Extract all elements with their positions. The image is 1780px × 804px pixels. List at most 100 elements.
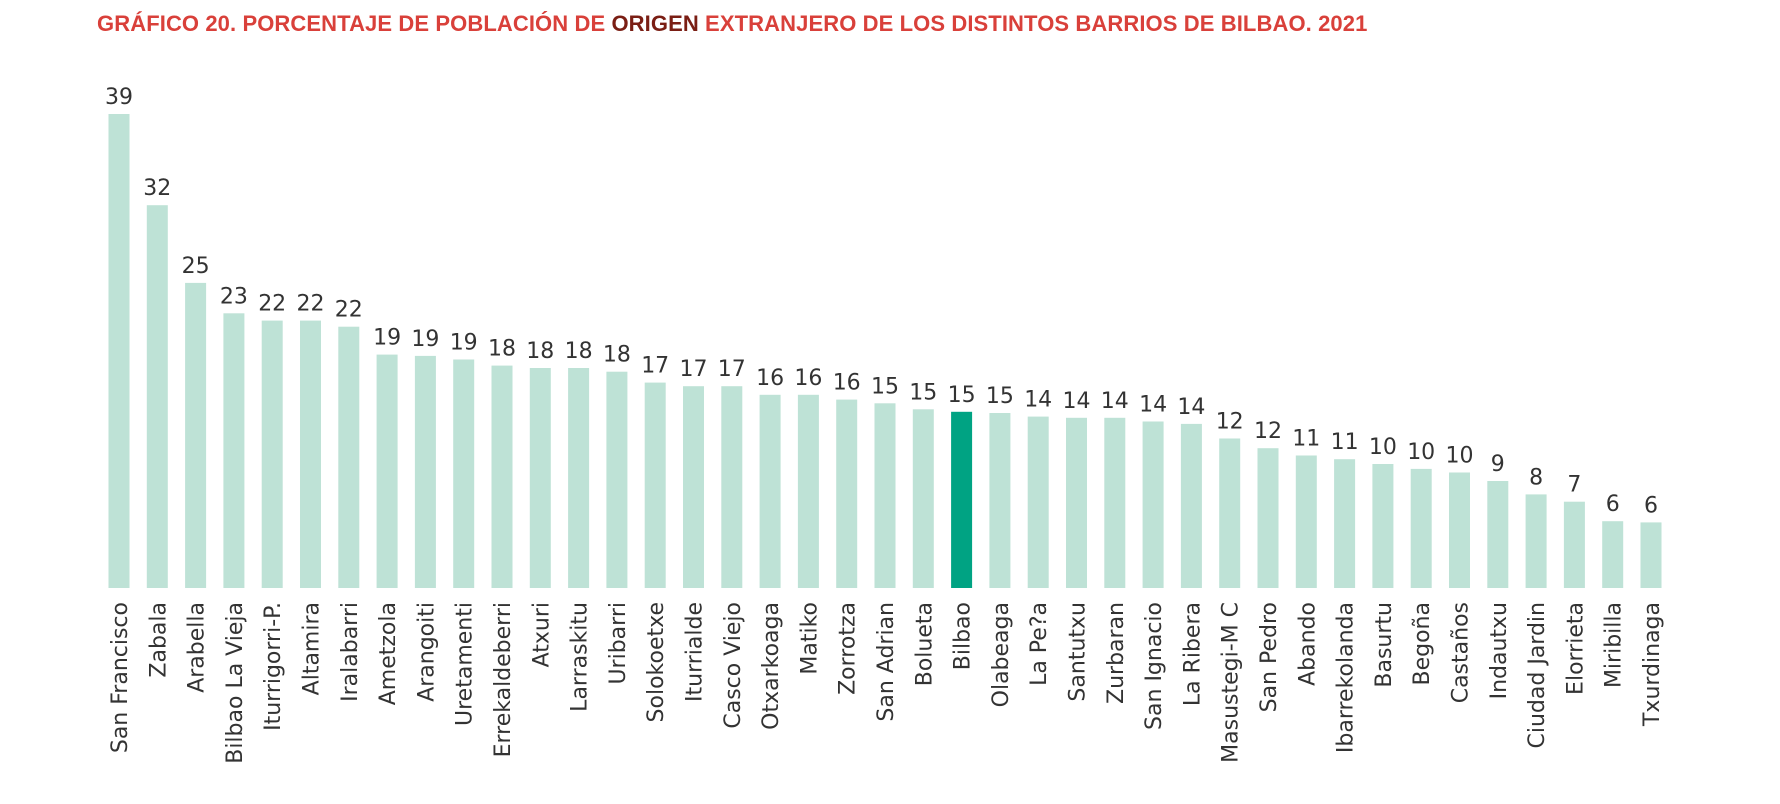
category-label-31: Abando [1295,602,1320,686]
value-label-29: 12 [1216,410,1244,435]
category-label-28: La Ribera [1180,602,1205,706]
value-label-34: 10 [1407,440,1435,465]
value-label-33: 10 [1369,435,1397,460]
category-label-2: Arabella [185,602,210,693]
bar-9 [453,359,475,588]
category-label-30: San Pedro [1257,602,1282,712]
chart-title-part3: EXTRANJERO DE LOS DISTINTOS BARRIOS DE B… [698,11,1368,36]
category-label-25: Santutxu [1066,602,1091,702]
value-label-1: 32 [143,176,171,201]
value-label-6: 22 [335,298,363,323]
value-label-11: 18 [526,339,554,364]
bar-23 [989,413,1011,588]
value-label-20: 15 [871,374,899,399]
bar-10 [491,365,513,588]
category-label-40: Txurdinaga [1640,602,1665,727]
value-label-25: 14 [1063,389,1091,414]
bar-24 [1027,416,1049,588]
bar-13 [606,371,628,588]
bar-7 [376,354,398,588]
value-label-3: 23 [220,284,248,309]
value-label-13: 18 [603,343,631,368]
category-label-13: Uribarri [606,602,631,685]
bar-34 [1410,468,1432,588]
category-label-23: Olabeaga [989,602,1014,707]
category-label-22: Bilbao [951,602,976,670]
value-label-0: 39 [105,85,133,110]
chart-title-accent: ORIGEN [611,11,699,36]
value-label-30: 12 [1254,419,1282,444]
bar-16 [721,386,743,588]
bar-1 [146,205,168,588]
bar-4 [261,320,283,588]
bar-17 [759,394,781,588]
bar-36 [1487,481,1509,588]
bar-30 [1257,448,1279,588]
bar-22 [951,411,973,588]
category-label-9: Uretamenti [453,602,478,726]
chart-title-part1: GRÁFICO 20. PORCENTAJE DE POBLACIÓN DE [97,11,612,36]
chart-title: GRÁFICO 20. PORCENTAJE DE POBLACIÓN DE O… [97,11,1367,37]
bar-0 [108,114,130,588]
category-label-3: Bilbao La Vieja [223,602,248,764]
category-label-39: Miribilla [1602,602,1627,688]
value-label-26: 14 [1101,389,1129,414]
bar-37 [1525,494,1547,588]
value-label-36: 9 [1491,452,1505,477]
category-label-35: Castaños [1449,602,1474,703]
category-label-12: Larraskitu [568,602,593,712]
category-label-27: San Ignacio [1142,602,1167,730]
category-label-7: Ametzola [376,602,401,705]
category-label-20: San Adrian [874,602,899,722]
bar-21 [912,409,934,588]
category-label-36: Indautxu [1487,602,1512,699]
category-label-21: Bolueta [912,602,937,686]
value-label-2: 25 [182,254,210,279]
value-label-27: 14 [1139,393,1167,418]
category-label-14: Solokoetxe [644,602,669,722]
bar-25 [1066,417,1087,588]
bar-39 [1602,521,1624,588]
category-label-32: Ibarrekolanda [1334,602,1359,753]
bar-31 [1295,455,1317,588]
value-label-18: 16 [794,366,822,391]
category-label-5: Altamira [300,602,325,695]
category-label-18: Matiko [797,602,822,675]
bar-2 [185,282,207,588]
category-label-24: La Pe?a [1027,602,1052,686]
bar-6 [338,326,360,588]
bar-29 [1219,438,1241,588]
value-label-21: 15 [909,380,937,405]
value-label-28: 14 [1177,395,1205,420]
bar-8 [414,355,436,588]
bar-38 [1563,501,1585,588]
value-label-24: 14 [1024,388,1052,413]
value-label-40: 6 [1644,493,1658,518]
category-label-4: Iturrigorri-P. [261,602,286,731]
category-label-17: Otxarkoaga [759,602,784,730]
category-label-0: San Francisco [108,602,133,753]
value-label-37: 8 [1529,465,1543,490]
category-label-26: Zurbaran [1104,602,1129,704]
value-label-5: 22 [297,292,325,317]
bar-15 [683,386,704,588]
value-label-32: 11 [1331,430,1359,455]
value-label-31: 11 [1292,427,1320,452]
category-label-37: Ciudad Jardin [1525,602,1550,748]
bar-26 [1104,417,1126,588]
bar-32 [1334,459,1356,588]
bar-33 [1372,464,1394,588]
category-label-6: Iralabarri [338,602,363,702]
category-label-15: Iturrialde [683,602,708,702]
category-label-16: Casco Viejo [721,602,746,729]
category-label-33: Basurtu [1372,602,1397,688]
category-label-1: Zabala [146,602,171,678]
value-label-23: 15 [986,384,1014,409]
bar-5 [300,320,321,588]
value-label-15: 17 [680,357,708,382]
bar-28 [1180,423,1202,588]
value-label-8: 19 [411,327,439,352]
category-labels-group: San Francisco Zabala Arabella Bilbao La Vie… [108,602,1665,764]
category-label-29: Masustegi-M C [1219,602,1244,763]
